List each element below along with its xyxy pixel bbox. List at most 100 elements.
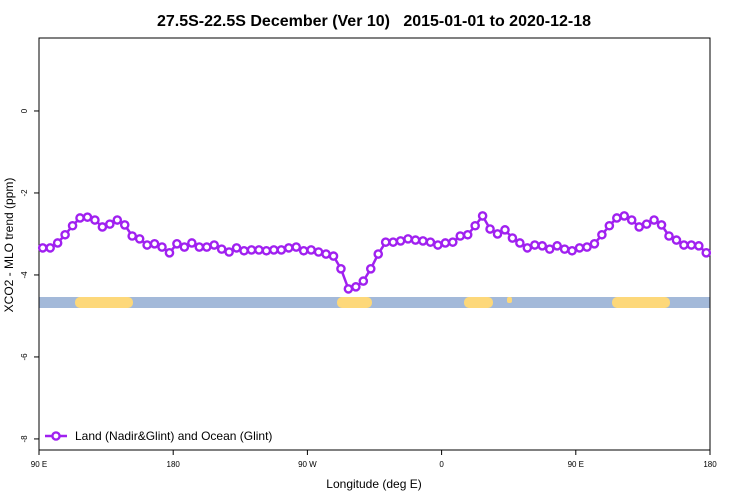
data-point [634,222,644,232]
data-point [82,212,93,222]
ocean-band [39,297,710,308]
data-point [67,220,78,231]
data-point [641,219,652,229]
data-point [604,220,615,231]
data-point [283,243,294,253]
data-point [269,245,279,255]
x-tick-label: 0 [439,460,444,469]
data-point [351,282,361,292]
data-point [276,245,287,255]
data-point [559,244,570,254]
y-tick-label: -2 [20,189,29,197]
data-point [462,229,473,240]
data-point [52,238,63,248]
land-segment [612,297,670,308]
data-point [425,237,436,247]
data-point [679,240,689,250]
land-segment [464,297,493,308]
x-axis-title: Longitude (deg E) [326,477,421,491]
y-tick-label: -8 [20,435,29,443]
data-point [418,236,428,246]
data-point [119,220,130,230]
legend: Land (Nadir&Glint) and Ocean (Glint) [45,429,272,443]
data-point [522,243,533,253]
data-point [321,249,331,259]
data-point [433,240,443,250]
data-point [194,242,205,252]
data-point [589,238,600,249]
data-point [187,238,197,248]
data-point [664,231,674,241]
data-point [313,247,324,257]
data-point [380,237,391,247]
data-point [112,215,123,225]
x-tick-label: 180 [167,460,181,469]
data-point [328,251,339,261]
data-point [97,222,108,232]
data-point [306,245,316,255]
data-point [365,264,376,274]
land-ocean-band [39,297,710,308]
data-point [127,231,137,241]
data-point [343,284,354,294]
y-axis-title: XCO2 - MLO trend (ppm) [2,178,16,313]
data-point [149,238,160,249]
data-point [612,213,622,223]
plot-frame [38,37,711,451]
data-point [567,245,577,256]
data-point [224,247,234,257]
data-point [477,211,488,221]
data-point [231,243,242,253]
data-point [90,215,100,225]
data-point [239,245,249,256]
series [37,211,712,294]
data-point [75,213,85,223]
legend-label: Land (Nadir&Glint) and Ocean (Glint) [75,429,272,443]
data-point [447,237,458,247]
data-point [626,215,637,225]
data-point [440,238,451,248]
data-point [209,240,220,250]
data-point [403,234,413,244]
x-tick-label: 90 W [298,460,317,469]
data-point [358,276,369,286]
data-point [597,229,607,240]
data-point [164,248,175,258]
data-point [552,241,562,251]
data-point [395,236,406,246]
data-point [201,242,212,252]
x-tick-label: 90 E [31,460,47,469]
data-point [37,243,48,253]
data-point [134,234,145,244]
data-point [671,235,682,245]
data-point [537,241,548,251]
data-point [649,215,659,225]
data-point [492,229,503,239]
data-point [298,245,309,256]
data-point [45,243,55,253]
data-point [470,220,480,231]
data-point [656,220,667,230]
data-point [388,237,398,247]
data-point [515,238,525,248]
data-point [105,219,115,229]
data-point [455,231,466,241]
land-segment [337,297,372,308]
data-point [529,240,540,250]
data-point [336,264,346,274]
data-point [500,225,510,235]
data-point [291,242,302,252]
chart-title: 27.5S-22.5S December (Ver 10) 2015-01-01… [157,13,591,30]
data-point [701,248,712,258]
data-point [574,243,585,253]
data-point [60,229,70,240]
x-tick-label: 180 [703,460,717,469]
data-point [142,240,152,250]
data-point [485,224,495,234]
data-point [694,241,704,251]
data-point [544,244,555,254]
y-tick-label: -6 [20,353,29,361]
data-point [216,244,227,254]
legend-marker [51,431,61,441]
